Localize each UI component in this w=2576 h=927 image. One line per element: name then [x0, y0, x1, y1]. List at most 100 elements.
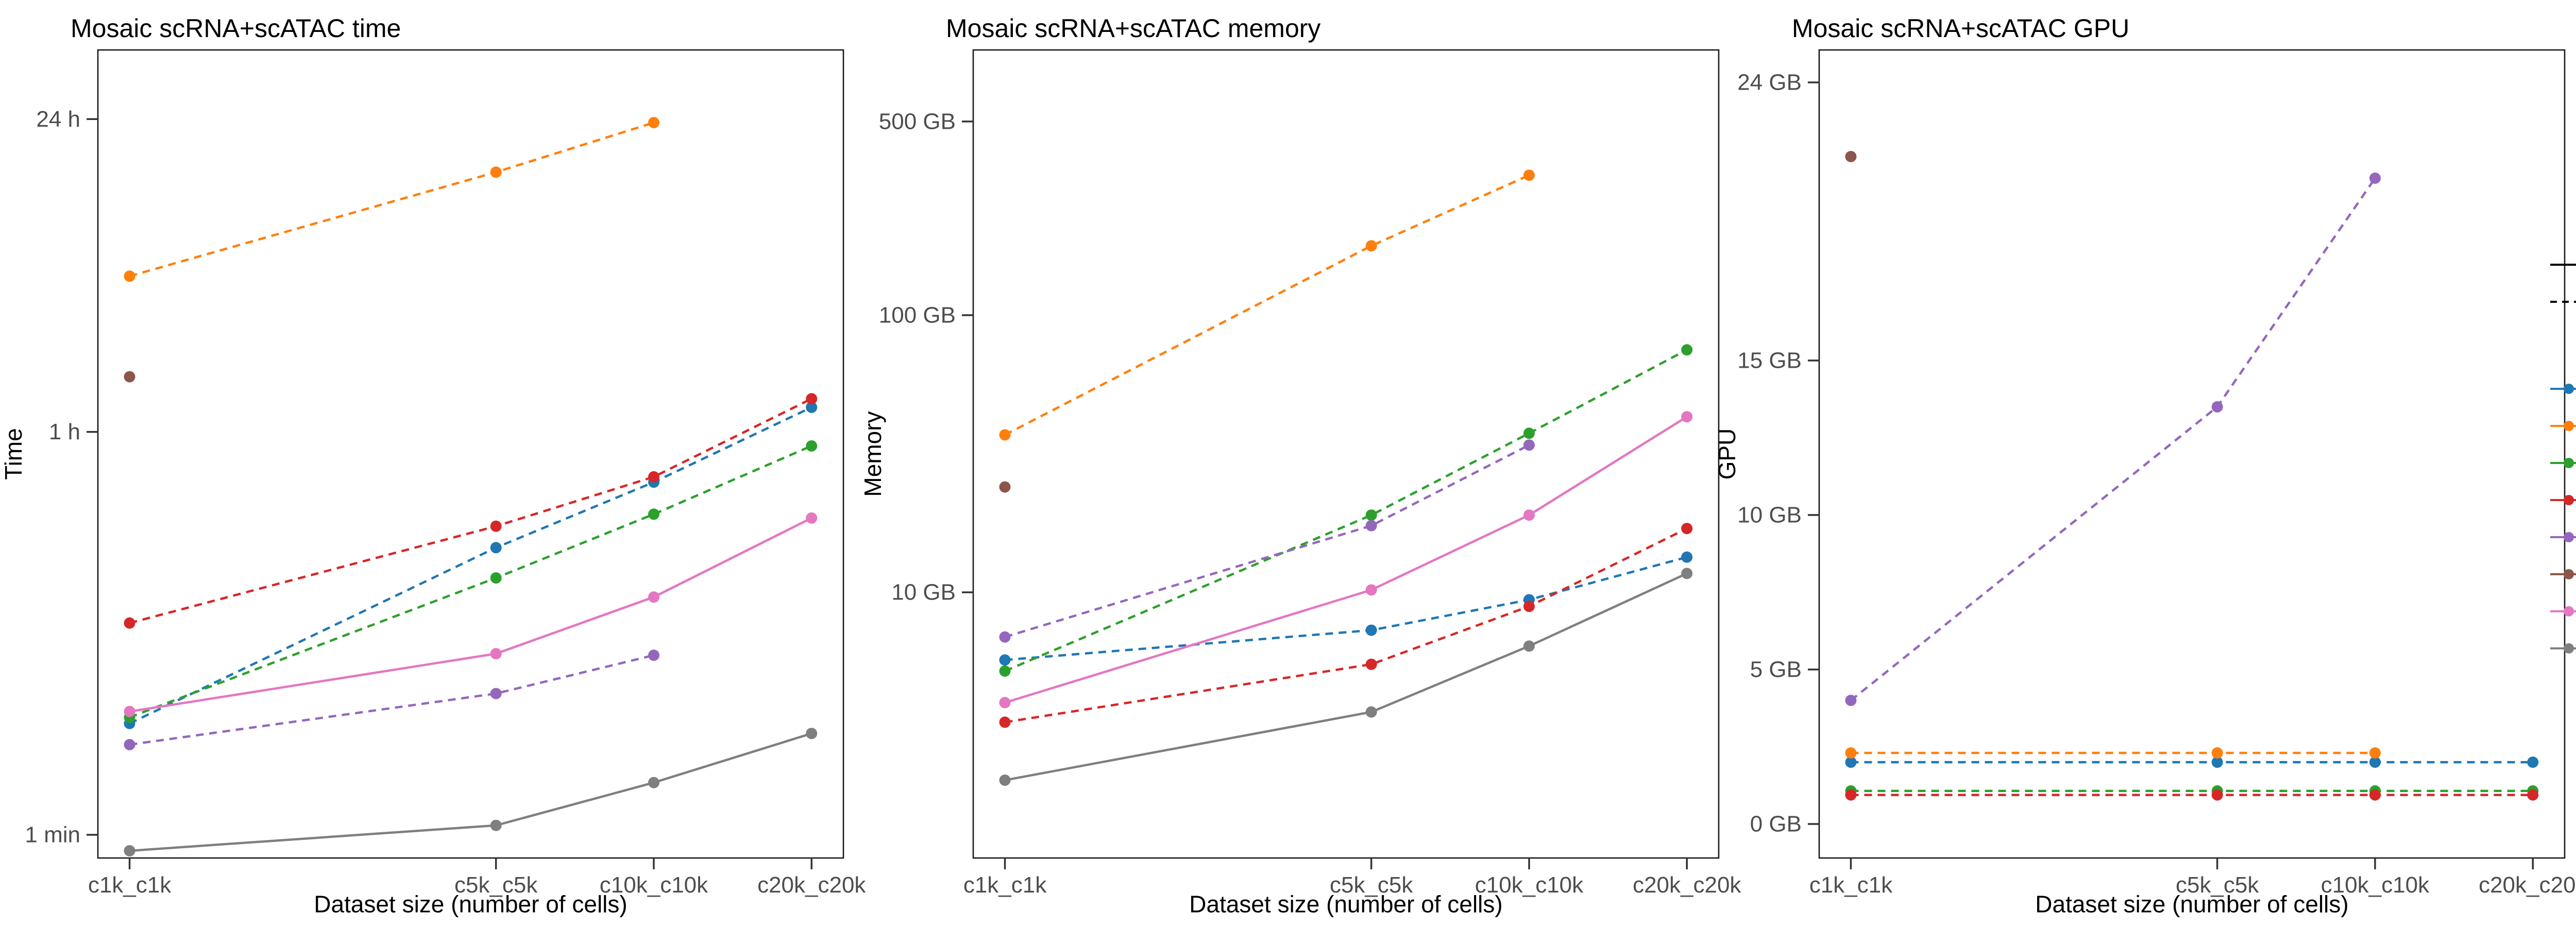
- y-axis-title: Memory: [859, 411, 886, 496]
- series-point-midas: [999, 429, 1011, 441]
- series-line-multigrate: [1004, 349, 1688, 673]
- series-point-scmomat: [1845, 695, 1857, 706]
- series-point-multivi: [490, 520, 502, 532]
- scmomat-key-icon: [2550, 532, 2576, 542]
- memory-chart-title: Mosaic scRNA+scATAC memory: [946, 14, 1321, 43]
- series-point-multigrate: [1523, 427, 1535, 439]
- legend-linetype-group: CPU GPU: [2549, 246, 2576, 320]
- series-point-stabmap: [1365, 706, 1377, 718]
- series-line-cobolt: [1005, 556, 1687, 661]
- x-tick-label: c1k_c1k: [88, 872, 172, 898]
- series-point-scmomat: [124, 739, 135, 750]
- legend-item-multigrate: Multigrate: [2549, 444, 2576, 482]
- series-point-seurat-v5-bridge: [1681, 411, 1693, 423]
- series-point-stabmap: [999, 774, 1011, 786]
- series-point-midas: [1845, 747, 1857, 759]
- multivi-key-icon: [2550, 495, 2576, 505]
- series-point-multivi: [1681, 523, 1693, 535]
- series-point-stabmap: [490, 819, 502, 831]
- x-tick-label: c10k_c10k: [600, 872, 708, 898]
- legend-method-group: cobolt MIDAS Multigrate MultiVI: [2549, 370, 2576, 667]
- series-point-multigrate: [1681, 344, 1693, 356]
- gpu-chart-title: Mosaic scRNA+scATAC GPU: [1792, 14, 2130, 43]
- series-point-seurat-v5-bridge: [1523, 509, 1535, 521]
- y-axis-title: Time: [0, 428, 27, 480]
- series-line-seurat-v5-bridge: [1004, 416, 1688, 704]
- series-line-multigrate: [129, 444, 812, 718]
- midas-key-icon: [2550, 421, 2576, 431]
- time-chart: 24 h 1 h 1 min c1k_c1k c5k_c5k c10k_c10k c20k_…: [0, 49, 866, 918]
- series-point-cobolt: [490, 542, 502, 554]
- series-point-cobolt: [806, 401, 818, 413]
- series-point-cobolt: [1845, 757, 1857, 768]
- x-tick-label: c20k_c20k: [1633, 872, 1741, 898]
- legend: CPU GPU cobolt MIDAS: [2549, 0, 2576, 927]
- series-line-scmomat: [1004, 444, 1530, 639]
- series-point-seurat-v5-bridge: [648, 591, 659, 603]
- x-tick-label: c5k_c5k: [454, 872, 538, 898]
- x-axis-title: Dataset size (number of cells): [2035, 891, 2348, 918]
- series-point-multivi: [806, 393, 818, 405]
- y-tick-label: 10 GB: [891, 580, 956, 605]
- series-line-seurat-v5-bridge: [129, 517, 812, 713]
- x-tick-label: c5k_c5k: [2176, 872, 2259, 898]
- series-point-midas: [1365, 240, 1377, 252]
- series-point-multivi: [999, 716, 1011, 728]
- x-tick-label: c20k_c20k: [757, 872, 866, 898]
- series-point-seurat-v5-bridge: [1365, 584, 1377, 596]
- x-tick-label: c1k_c1k: [963, 872, 1047, 898]
- cpu-solid-line-icon: [2550, 264, 2576, 266]
- series-point-cobolt: [2527, 757, 2539, 768]
- series-point-midas: [124, 270, 135, 282]
- legend-item-scmomat: scMoMaT: [2549, 519, 2576, 556]
- series-point-scmomat: [999, 631, 1011, 643]
- series-point-midas: [648, 117, 659, 129]
- legend-item-scvaeit: scVAEIT: [2549, 556, 2576, 593]
- series-point-multivi: [2369, 789, 2381, 801]
- series-point-midas: [2369, 747, 2381, 759]
- series-point-cobolt: [999, 654, 1011, 666]
- time-chart-title: Mosaic scRNA+scATAC time: [71, 14, 401, 43]
- y-tick-label: 5 GB: [1750, 657, 1802, 682]
- series-point-seurat-v5-bridge: [999, 697, 1011, 709]
- series-line-scmomat: [1850, 177, 2376, 701]
- seurat-v5-bridge-key-icon: [2550, 606, 2576, 616]
- series-point-midas: [2211, 747, 2223, 759]
- series-line-cobolt: [129, 406, 812, 725]
- y-tick-label: 0 GB: [1750, 812, 1802, 837]
- x-tick-label: c10k_c10k: [1475, 872, 1584, 898]
- x-axis-title: Dataset size (number of cells): [1189, 891, 1502, 918]
- legend-item-cobolt: cobolt: [2549, 370, 2576, 407]
- series-point-multigrate: [999, 665, 1011, 677]
- series-point-multigrate: [1365, 509, 1377, 521]
- legend-item-cpu: CPU: [2549, 246, 2576, 283]
- series-point-seurat-v5-bridge: [124, 706, 135, 717]
- y-tick-label: 1 min: [25, 822, 80, 847]
- series-point-multivi: [648, 471, 659, 483]
- y-tick-label: 24 h: [36, 107, 80, 132]
- series-point-stabmap: [1523, 640, 1535, 652]
- legend-item-gpu: GPU: [2549, 283, 2576, 320]
- series-point-scmomat: [490, 688, 502, 699]
- series-point-midas: [490, 166, 502, 178]
- y-tick-label: 10 GB: [1737, 503, 1802, 528]
- series-line-stabmap: [129, 732, 812, 852]
- panel-border: [1818, 49, 2566, 859]
- y-tick-label: 24 GB: [1737, 70, 1802, 95]
- series-point-scvaeit: [1845, 151, 1857, 162]
- x-tick-label: c20k_c20k: [2479, 872, 2576, 898]
- series-point-stabmap: [1681, 568, 1693, 579]
- series-point-stabmap: [648, 777, 659, 788]
- memory-chart: 500 GB 100 GB 10 GB c1k_c1k c5k_c5k c10k_c10k…: [859, 49, 1741, 918]
- series-point-multigrate: [648, 508, 659, 520]
- y-tick-label: 1 h: [49, 419, 80, 444]
- multigrate-key-icon: [2550, 458, 2576, 468]
- series-point-multivi: [1845, 789, 1857, 801]
- series-point-multigrate: [490, 572, 502, 584]
- x-tick-label: c1k_c1k: [1809, 872, 1893, 898]
- panel-border: [97, 49, 844, 859]
- y-tick-label: 500 GB: [879, 109, 956, 134]
- series-point-multivi: [2527, 789, 2539, 801]
- series-line-midas: [1004, 174, 1530, 436]
